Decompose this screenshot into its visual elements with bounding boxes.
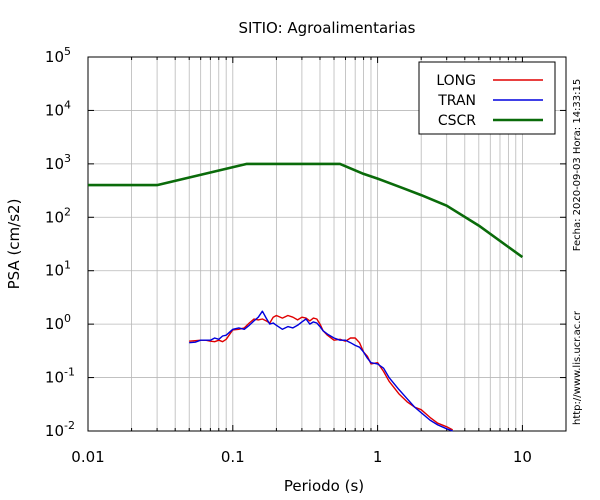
y-tick-label: 10 [45, 155, 64, 173]
y-tick-label: 10 [45, 101, 64, 119]
plot-frame [87, 56, 567, 432]
grid [87, 56, 567, 432]
y-tick-exponent: 4 [64, 98, 71, 111]
source-url-note: http://www.lis.ucr.ac.cr [572, 310, 583, 425]
series-line-long [189, 314, 454, 431]
y-tick-label: 10 [45, 262, 64, 280]
y-tick-exponent: 1 [64, 259, 71, 272]
x-tick-label: 0.01 [71, 448, 104, 466]
legend: LONG TRAN CSCR [418, 61, 556, 135]
chart-title: SITIO: Agroalimentarias [239, 19, 416, 37]
y-tick-exponent: -1 [64, 366, 75, 379]
series-line-tran [189, 310, 453, 432]
x-axis-label: Periodo (s) [284, 477, 364, 495]
series-line-cscr [88, 162, 524, 259]
y-tick-exponent: -2 [64, 419, 75, 432]
legend-label-tran: TRAN [437, 93, 476, 109]
y-tick-label: 10 [45, 369, 64, 387]
legend-box [418, 61, 556, 135]
y-tick-exponent: 5 [64, 45, 71, 58]
x-tick-label: 10 [513, 448, 532, 466]
y-tick-exponent: 3 [64, 152, 71, 165]
y-tick-label: 10 [45, 208, 64, 226]
y-tick-exponent: 0 [64, 312, 71, 325]
y-axis-label: PSA (cm/s2) [5, 199, 23, 290]
timestamp-note: Fecha: 2020-09-03 Hora: 14:33:15 [572, 79, 583, 252]
y-tick-exponent: 2 [64, 205, 71, 218]
axis-ticks [87, 56, 567, 432]
legend-label-cscr: CSCR [438, 113, 476, 129]
y-tick-label: 10 [45, 315, 64, 333]
x-tick-label: 0.1 [221, 448, 245, 466]
legend-label-long: LONG [436, 73, 476, 89]
y-tick-label: 10 [45, 48, 64, 66]
y-tick-label: 10 [45, 422, 64, 440]
x-tick-label: 1 [373, 448, 383, 466]
series-group [88, 162, 524, 432]
